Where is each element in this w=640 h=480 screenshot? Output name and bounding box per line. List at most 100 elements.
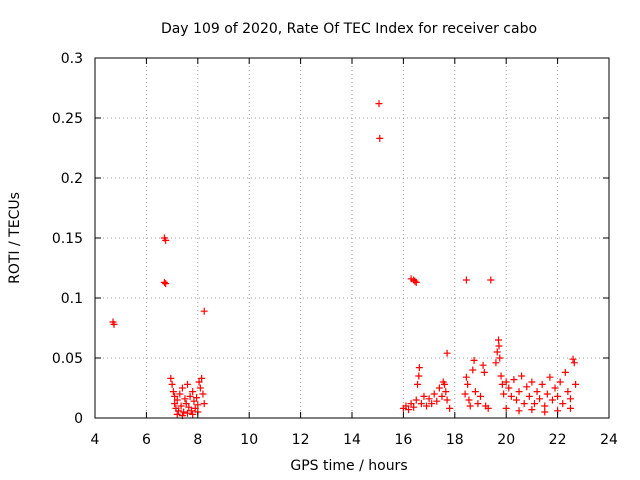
data-point <box>523 383 531 391</box>
data-point <box>492 359 500 367</box>
data-point <box>190 397 198 405</box>
data-point <box>438 392 446 400</box>
y-tick-label: 0 <box>74 411 83 427</box>
data-point <box>412 396 420 404</box>
data-point <box>500 390 508 398</box>
data-point <box>494 336 502 344</box>
y-tick-label: 0.25 <box>52 111 83 127</box>
data-point <box>566 404 574 412</box>
data-point <box>185 403 193 411</box>
data-point <box>189 410 197 418</box>
x-tick-label: 22 <box>549 432 567 448</box>
data-point <box>435 384 443 392</box>
data-point <box>559 400 567 408</box>
data-point <box>528 378 536 386</box>
data-point <box>474 400 482 408</box>
data-point <box>566 395 574 403</box>
data-point <box>525 392 533 400</box>
x-tick-label: 24 <box>600 432 618 448</box>
data-point <box>507 392 515 400</box>
data-point <box>464 380 472 388</box>
data-point <box>528 406 536 414</box>
data-point <box>194 401 202 409</box>
data-point <box>443 349 451 357</box>
data-point <box>191 404 199 412</box>
data-point <box>461 390 469 398</box>
y-tick-label: 0.2 <box>61 171 83 187</box>
x-tick-label: 20 <box>497 432 515 448</box>
x-tick-label: 4 <box>91 432 100 448</box>
data-point <box>538 380 546 388</box>
data-point <box>536 395 544 403</box>
data-point <box>505 384 513 392</box>
data-point <box>446 404 454 412</box>
data-point <box>570 359 578 367</box>
x-tick-label: 14 <box>343 432 361 448</box>
data-point <box>495 342 503 350</box>
data-point <box>541 408 549 416</box>
data-point <box>518 372 526 380</box>
data-point <box>572 380 580 388</box>
data-point <box>417 400 425 408</box>
data-point <box>177 402 185 410</box>
x-tick-label: 8 <box>193 432 202 448</box>
y-axis-title: ROTI / TECUs <box>7 192 23 284</box>
data-point <box>187 407 195 415</box>
data-point <box>430 390 438 398</box>
data-point <box>465 396 473 404</box>
data-point <box>200 307 208 315</box>
data-point <box>441 380 449 388</box>
data-point <box>433 397 441 405</box>
data-point <box>425 395 433 403</box>
data-point <box>415 364 423 372</box>
x-tick-label: 16 <box>394 432 412 448</box>
data-point <box>162 236 170 244</box>
data-point <box>402 402 410 410</box>
data-point <box>479 361 487 369</box>
data-point <box>171 392 179 400</box>
data-point <box>414 380 422 388</box>
x-tick-label: 6 <box>142 432 151 448</box>
data-point <box>423 402 431 410</box>
x-axis-title: GPS time / hours <box>290 458 407 474</box>
data-point <box>196 384 204 392</box>
x-tick-label: 10 <box>240 432 258 448</box>
data-point <box>510 376 518 384</box>
data-point <box>162 280 170 288</box>
data-point <box>551 384 559 392</box>
data-point <box>412 278 420 286</box>
data-point <box>411 277 419 285</box>
data-point <box>487 276 495 284</box>
data-point <box>533 388 541 396</box>
data-point <box>548 396 556 404</box>
data-point <box>168 380 176 388</box>
data-point <box>167 374 175 382</box>
data-point <box>469 366 477 374</box>
data-point <box>195 378 203 386</box>
data-point <box>171 400 179 408</box>
data-point <box>375 100 383 108</box>
data-point <box>175 407 183 415</box>
chart-title: Day 109 of 2020, Rate Of TEC Index for r… <box>161 21 537 37</box>
data-point <box>477 392 484 400</box>
data-point <box>462 373 470 381</box>
data-point <box>515 407 523 415</box>
data-point <box>498 380 506 388</box>
data-point <box>173 396 181 404</box>
y-tick-label: 0.15 <box>52 231 83 247</box>
data-point <box>512 396 520 404</box>
data-point <box>530 400 538 408</box>
data-point <box>502 378 510 386</box>
data-point <box>186 392 194 400</box>
data-point <box>484 404 492 412</box>
data-point <box>407 400 415 408</box>
data-point <box>561 368 569 376</box>
data-point <box>376 134 384 142</box>
data-point <box>502 404 510 412</box>
data-point <box>556 378 564 386</box>
data-point <box>198 374 206 382</box>
data-point <box>466 402 474 410</box>
data-points <box>109 100 580 420</box>
